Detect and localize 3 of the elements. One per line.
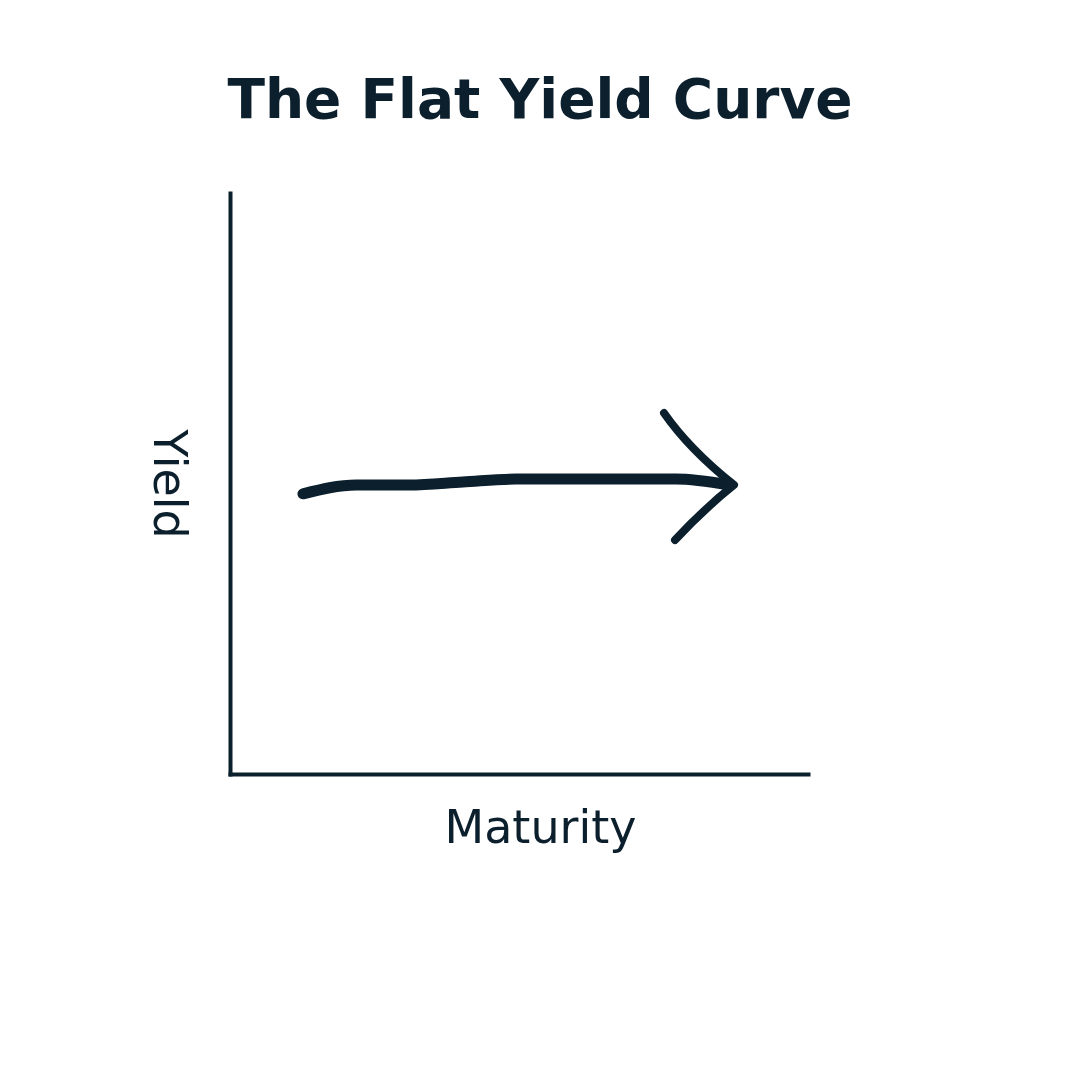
y-axis-title: Yield [142, 428, 197, 539]
x-axis-title: Maturity [444, 799, 637, 854]
chart-title: The Flat Yield Curve [227, 67, 853, 131]
